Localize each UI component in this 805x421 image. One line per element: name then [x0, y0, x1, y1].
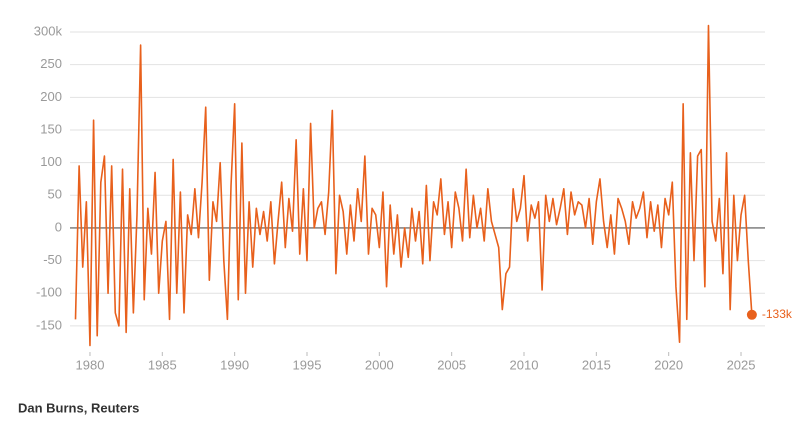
data-line: [74, 24, 753, 347]
y-tick-label: -50: [43, 252, 62, 267]
x-tick-label: 2020: [654, 357, 683, 372]
y-tick-label: 50: [48, 187, 62, 202]
y-tick-label: -150: [36, 317, 62, 332]
x-tick-label: 1995: [293, 357, 322, 372]
source: Dan Burns, Reuters: [18, 400, 139, 415]
x-tick-label: 2000: [365, 357, 394, 372]
y-tick-label: 300k: [34, 23, 63, 38]
y-tick-label: -100: [36, 285, 62, 300]
y-tick-label: 0: [55, 219, 62, 234]
x-tick-label: 2015: [582, 357, 611, 372]
y-tick-label: 250: [40, 56, 62, 71]
end-label: -133k: [762, 307, 793, 321]
x-tick-label: 2010: [510, 357, 539, 372]
x-tick-label: 2005: [437, 357, 466, 372]
y-tick-label: 100: [40, 154, 62, 169]
x-tick-label: 1985: [148, 357, 177, 372]
end-point: [746, 309, 757, 320]
x-tick-label: 1990: [220, 357, 249, 372]
y-tick-label: 200: [40, 89, 62, 104]
x-tick-label: 1980: [76, 357, 105, 372]
y-tick-label: 150: [40, 121, 62, 136]
x-tick-label: 2025: [727, 357, 756, 372]
